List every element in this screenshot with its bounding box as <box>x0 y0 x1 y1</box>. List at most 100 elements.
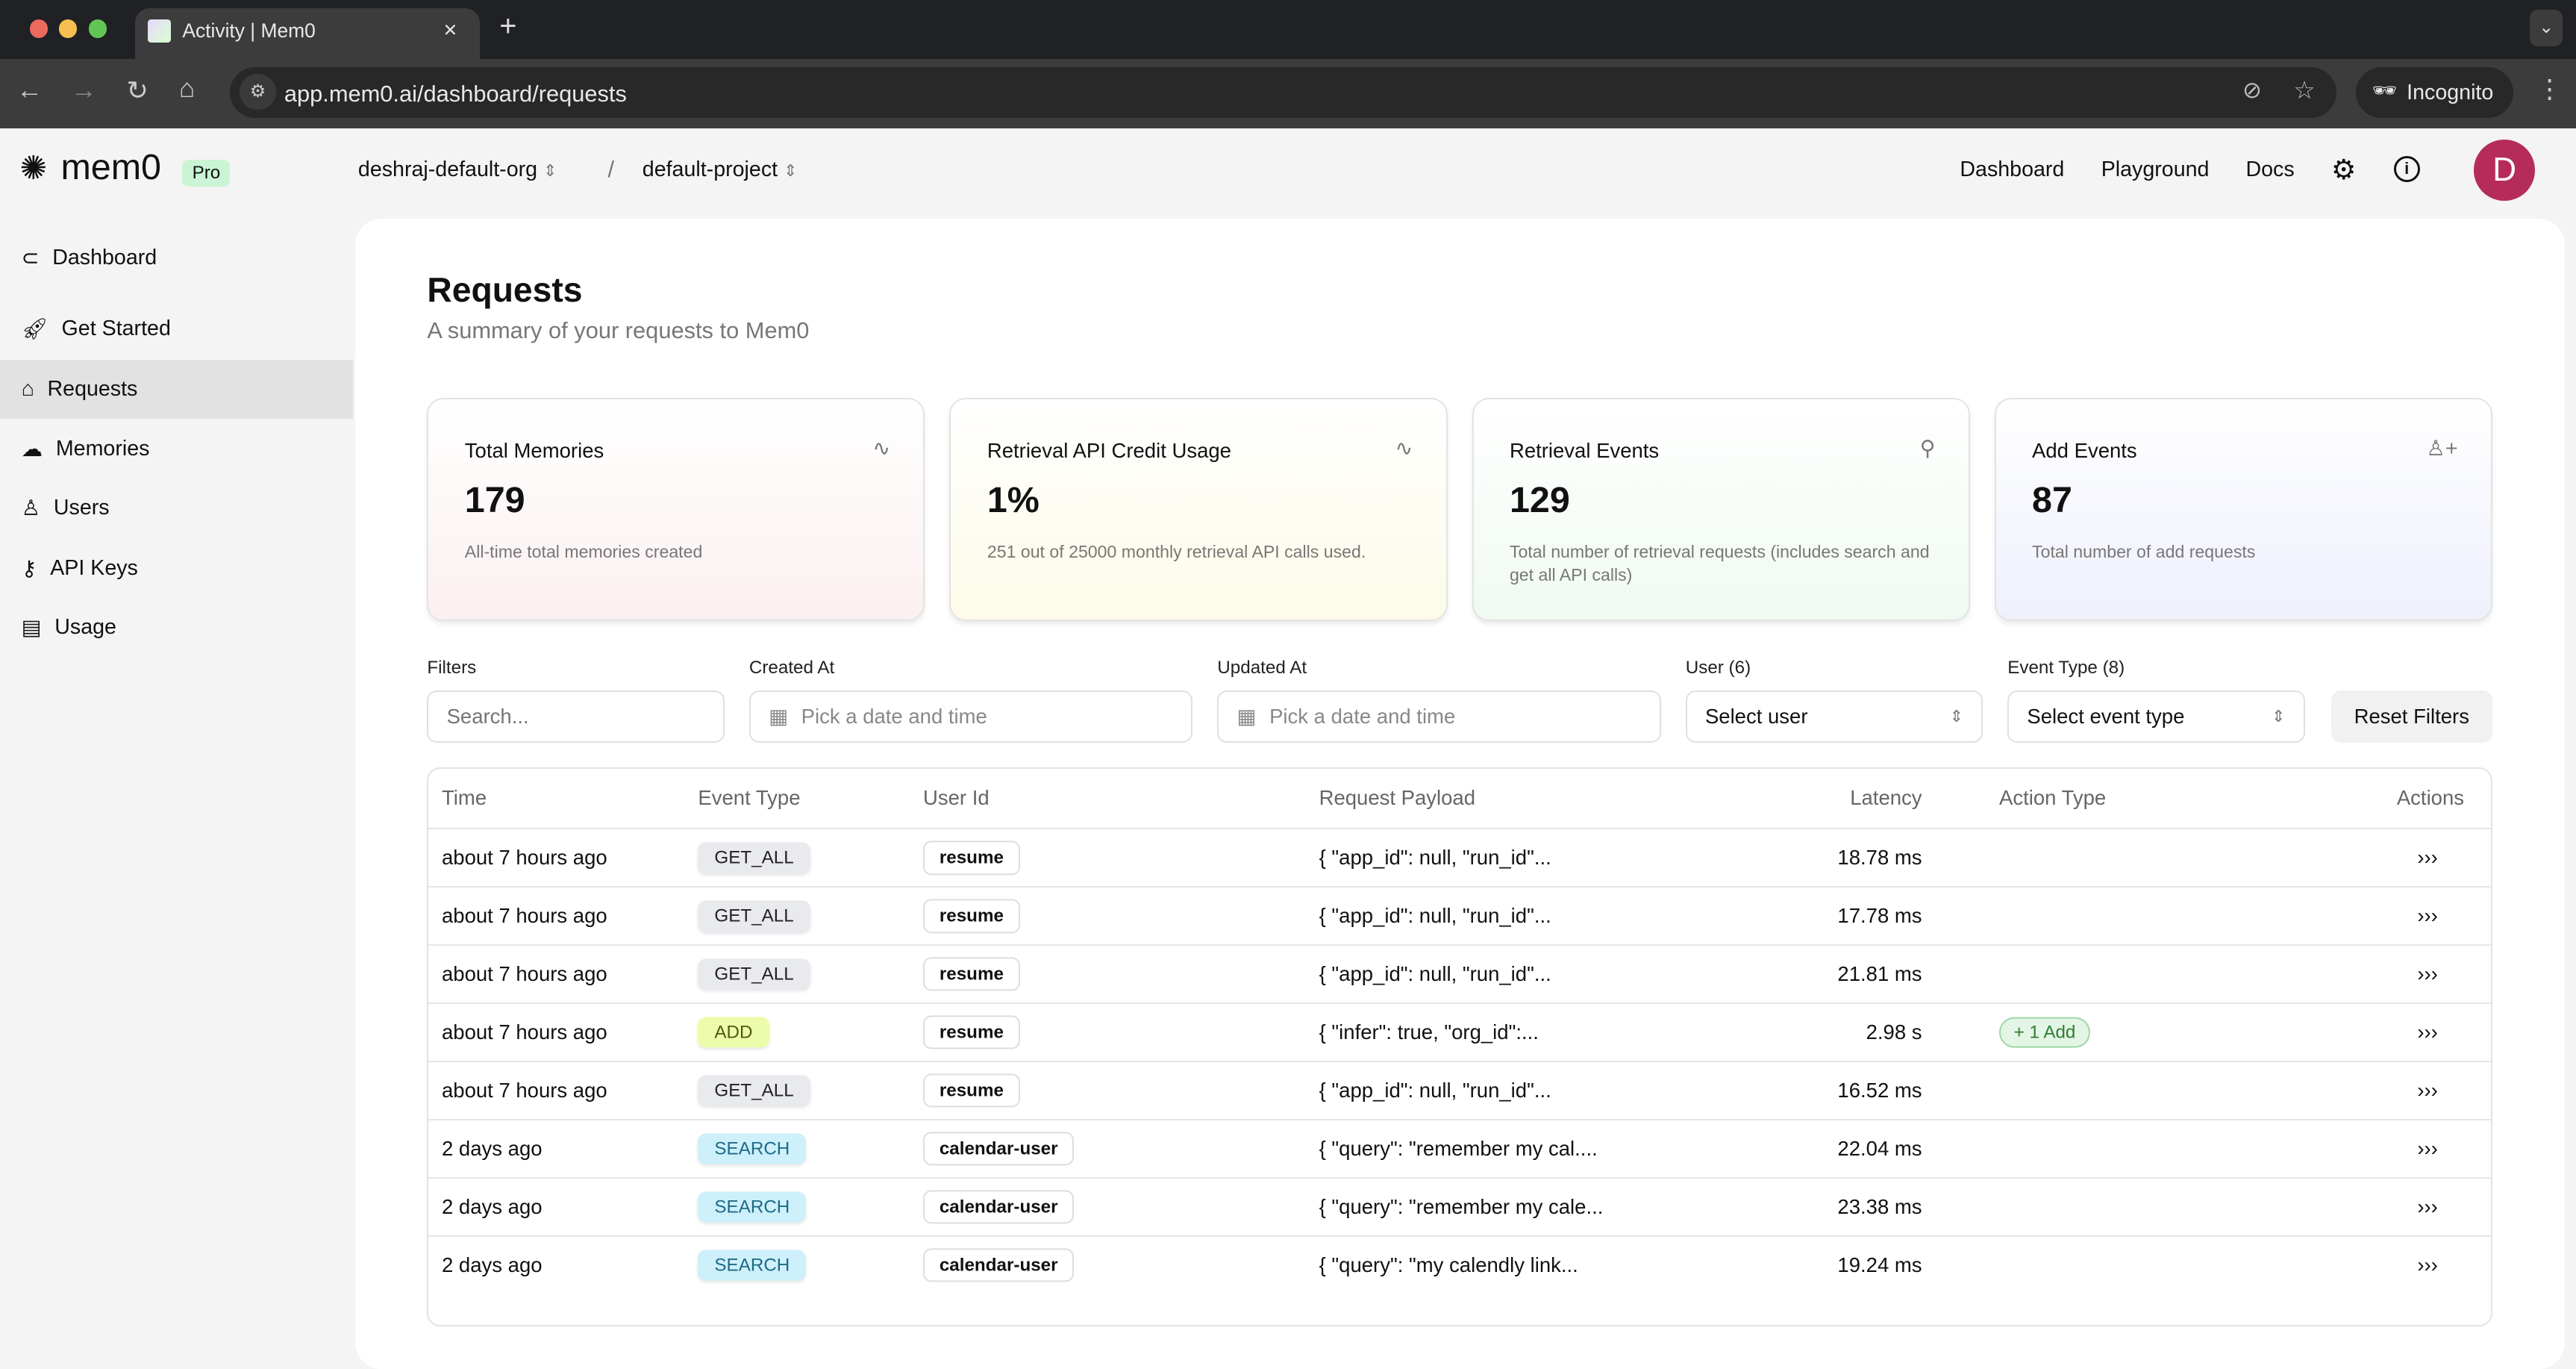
tab-search-chevron-icon[interactable]: ⌄ <box>2530 10 2563 46</box>
cell-payload: { "app_id": null, "run_id"... <box>1319 846 1551 870</box>
project-selector[interactable]: default-project ⇕ <box>643 158 798 182</box>
sidebar-item-usage[interactable]: ▤ Usage <box>0 598 353 657</box>
chevron-up-down-icon: ⇕ <box>784 161 798 181</box>
requests-table: Time Event Type User Id Request Payload … <box>427 767 2492 1326</box>
event-type-badge: GET_ALL <box>698 842 810 873</box>
cell-payload: { "app_id": null, "run_id"... <box>1319 904 1551 928</box>
cell-payload: { "app_id": null, "run_id"... <box>1319 1079 1551 1103</box>
row-actions-chevrons-icon[interactable]: ››› <box>2417 962 2438 986</box>
updated-at-picker[interactable]: ▦ Pick a date and time <box>1217 690 1661 743</box>
tab-title: Activity | Mem0 <box>182 19 316 43</box>
sidebar-item-memories[interactable]: ☁︎ Memories <box>0 419 353 478</box>
close-window-button[interactable] <box>29 19 48 38</box>
nav-playground[interactable]: Playground <box>2101 158 2210 182</box>
address-bar[interactable]: ⚙ app.mem0.ai/dashboard/requests ⊘ ☆ <box>230 67 2336 119</box>
table-row[interactable]: 2 days ago SEARCH calendar-user { "query… <box>428 1176 2491 1235</box>
sidebar-item-dashboard[interactable]: ⊂ Dashboard <box>0 228 353 287</box>
sidebar-item-api-keys[interactable]: ⚷ API Keys <box>0 539 353 598</box>
user-id-badge[interactable]: resume <box>923 1073 1020 1108</box>
table-row[interactable]: about 7 hours ago GET_ALL resume { "app_… <box>428 828 2491 886</box>
sidebar-item-requests[interactable]: ⌂ Requests <box>0 360 354 420</box>
browser-tab[interactable]: Activity | Mem0 × <box>134 8 480 60</box>
user-id-badge[interactable]: resume <box>923 1015 1020 1050</box>
cell-time: 2 days ago <box>441 1195 543 1218</box>
calendar-icon: ▦ <box>769 704 789 728</box>
user-id-badge[interactable]: calendar-user <box>923 1190 1075 1224</box>
org-selector[interactable]: deshraj-default-org ⇕ <box>358 158 557 182</box>
user-avatar[interactable]: D <box>2474 140 2535 201</box>
header-action-type: Action Type <box>1999 786 2107 810</box>
card-value: 1% <box>987 479 1040 520</box>
row-actions-chevrons-icon[interactable]: ››› <box>2417 1195 2438 1218</box>
site-settings-icon[interactable]: ⚙ <box>240 74 276 110</box>
nav-dashboard[interactable]: Dashboard <box>1960 158 2065 182</box>
incognito-indicator[interactable]: 🕶 Incognito <box>2355 67 2514 119</box>
header-request-payload: Request Payload <box>1319 786 1476 810</box>
settings-gear-icon[interactable]: ⚙ <box>2330 153 2357 185</box>
incognito-icon: 🕶 <box>2372 78 2398 102</box>
key-icon: ⚷ <box>21 557 37 581</box>
user-id-badge[interactable]: resume <box>923 899 1020 933</box>
table-row[interactable]: about 7 hours ago ADD resume { "infer": … <box>428 1002 2491 1061</box>
event-type-badge: SEARCH <box>698 1191 807 1223</box>
table-row[interactable]: 2 days ago SEARCH calendar-user { "query… <box>428 1119 2491 1177</box>
table-row[interactable]: 2 days ago SEARCH calendar-user { "query… <box>428 1235 2491 1294</box>
row-actions-chevrons-icon[interactable]: ››› <box>2417 1253 2438 1276</box>
event-type-select[interactable]: Select event type ⇕ <box>2007 690 2305 743</box>
home-icon[interactable]: ⌂ <box>178 74 196 104</box>
project-name: default-project <box>642 158 778 182</box>
browser-menu-icon[interactable]: ⋮ <box>2536 75 2563 105</box>
sidebar-item-users[interactable]: ♙ Users <box>0 478 353 537</box>
bookmark-star-icon[interactable]: ☆ <box>2293 76 2316 105</box>
search-input[interactable] <box>427 690 725 743</box>
row-actions-chevrons-icon[interactable]: ››› <box>2417 1020 2438 1044</box>
logo-text[interactable]: mem0 <box>60 146 161 187</box>
sidebar-item-label: Usage <box>54 615 116 640</box>
row-actions-chevrons-icon[interactable]: ››› <box>2417 846 2438 870</box>
row-actions-chevrons-icon[interactable]: ››› <box>2417 904 2438 928</box>
user-id-badge[interactable]: resume <box>923 841 1020 875</box>
card-title: Total Memories <box>464 438 604 462</box>
sidebar-item-get-started[interactable]: 🚀︎ Get Started <box>0 299 353 358</box>
cell-time: about 7 hours ago <box>441 962 607 986</box>
table-row[interactable]: about 7 hours ago GET_ALL resume { "app_… <box>428 1061 2491 1119</box>
circle-chevron-left-icon: ⊂ <box>21 246 40 271</box>
maximize-window-button[interactable] <box>88 19 107 38</box>
forward-icon[interactable]: → <box>70 75 97 105</box>
table-row[interactable]: about 7 hours ago GET_ALL resume { "app_… <box>428 886 2491 944</box>
plan-badge: Pro <box>182 159 231 187</box>
user-select[interactable]: Select user ⇕ <box>1685 690 1983 743</box>
sidebar-item-label: Requests <box>47 377 138 402</box>
page-title: Requests <box>427 270 583 310</box>
table-row[interactable]: about 7 hours ago GET_ALL resume { "app_… <box>428 944 2491 1002</box>
user-id-badge[interactable]: resume <box>923 957 1020 991</box>
cell-latency: 18.78 ms <box>1837 846 1922 870</box>
incognito-label: Incognito <box>2407 80 2494 105</box>
date-placeholder: Pick a date and time <box>801 704 987 728</box>
row-actions-chevrons-icon[interactable]: ››› <box>2417 1079 2438 1103</box>
sidebar-item-label: Users <box>53 495 110 520</box>
created-at-picker[interactable]: ▦ Pick a date and time <box>748 690 1193 743</box>
card-value: 179 <box>464 479 525 520</box>
new-tab-icon[interactable]: + <box>499 10 517 43</box>
minimize-window-button[interactable] <box>59 19 78 38</box>
card-add-events: Add Events ♙+ 87 Total number of add requ… <box>1994 397 2492 622</box>
favicon-icon <box>148 19 171 43</box>
user-id-badge[interactable]: calendar-user <box>923 1248 1075 1282</box>
bar-chart-icon: ▤ <box>21 616 42 640</box>
close-tab-icon[interactable]: × <box>443 16 457 43</box>
user-select-value: Select user <box>1704 704 1808 728</box>
nav-docs[interactable]: Docs <box>2245 158 2295 182</box>
eye-off-icon[interactable]: ⊘ <box>2242 77 2262 104</box>
chevron-up-down-icon: ⇕ <box>2272 706 2286 726</box>
user-id-badge[interactable]: calendar-user <box>923 1132 1075 1166</box>
reset-filters-button[interactable]: Reset Filters <box>2330 690 2492 743</box>
card-retrieval-events: Retrieval Events ⚲ 129 Total number of re… <box>1472 397 1970 622</box>
back-icon[interactable]: ← <box>16 75 43 105</box>
header-time: Time <box>441 786 487 810</box>
sidebar-item-label: Memories <box>55 436 150 461</box>
reload-icon[interactable]: ↻ <box>126 76 149 106</box>
card-description: Total number of retrieval requests (incl… <box>1509 541 1930 584</box>
row-actions-chevrons-icon[interactable]: ››› <box>2417 1137 2438 1161</box>
info-icon[interactable]: i <box>2393 156 2420 183</box>
